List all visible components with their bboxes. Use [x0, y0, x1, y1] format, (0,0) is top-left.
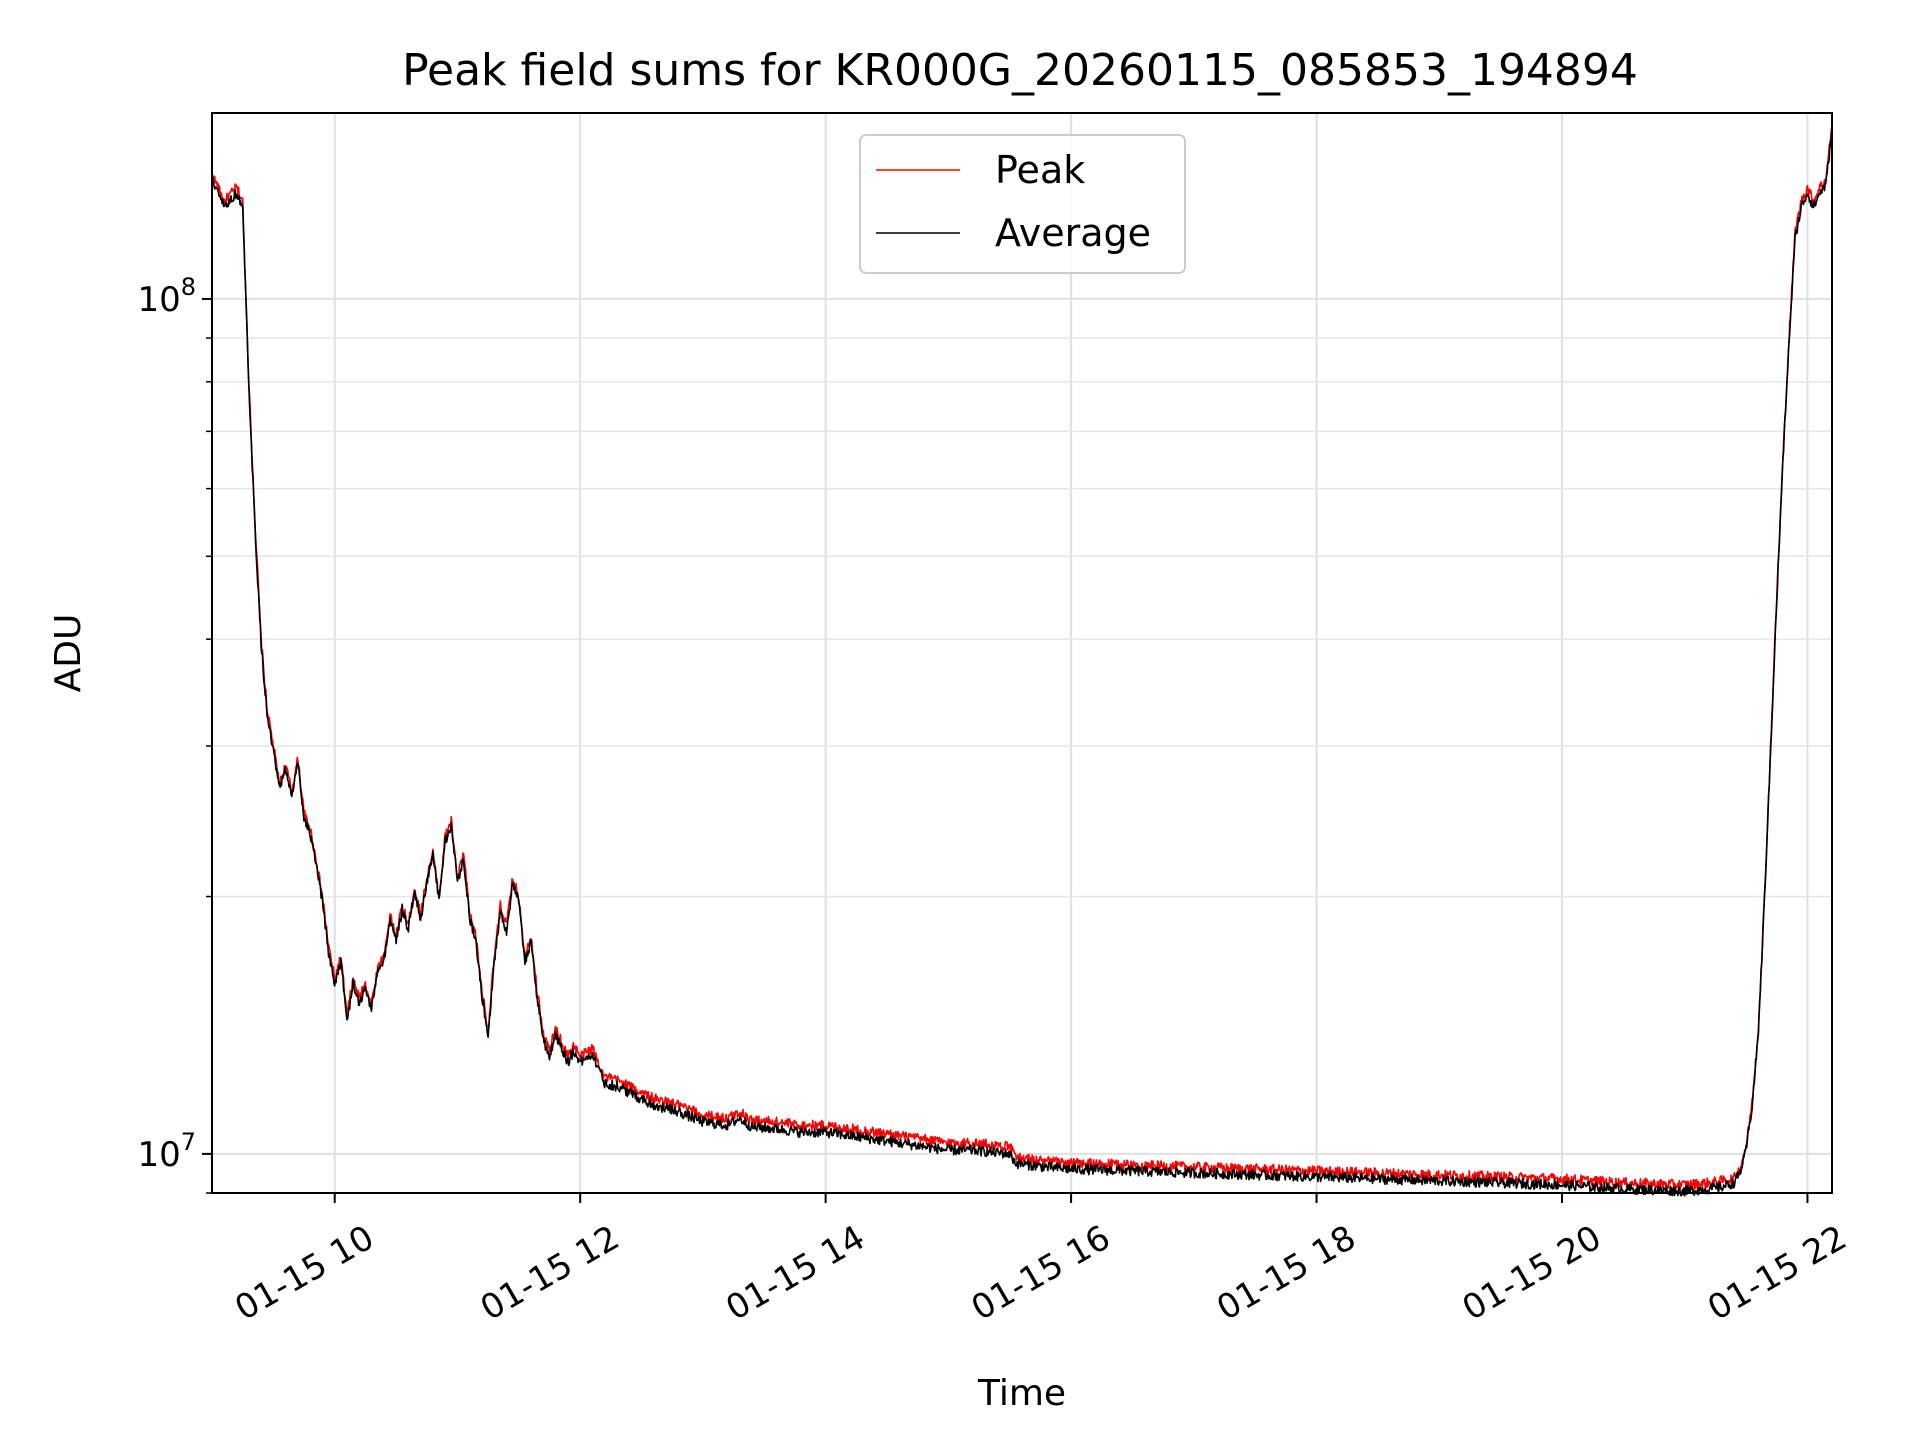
y-tick-label: 108 — [137, 273, 196, 320]
y-axis-label: ADU — [48, 614, 89, 693]
legend-average-label: Average — [995, 211, 1151, 255]
x-axis-label: Time — [977, 1373, 1066, 1414]
series-group — [211, 124, 1833, 1197]
y-tick-label-base: 10 — [137, 1135, 180, 1175]
y-tick-label: 107 — [137, 1128, 196, 1175]
plot-frame — [211, 112, 1833, 1194]
y-tick-label-base: 10 — [137, 280, 180, 320]
chart-title: Peak field sums for KR000G_20260115_0858… — [402, 45, 1638, 96]
legend-peak-label: Peak — [995, 148, 1085, 192]
y-tick-label-exponent: 8 — [181, 273, 196, 301]
series-average-line — [211, 128, 1833, 1197]
legend: Peak Average — [859, 134, 1186, 274]
y-tick-label-exponent: 7 — [181, 1128, 196, 1156]
